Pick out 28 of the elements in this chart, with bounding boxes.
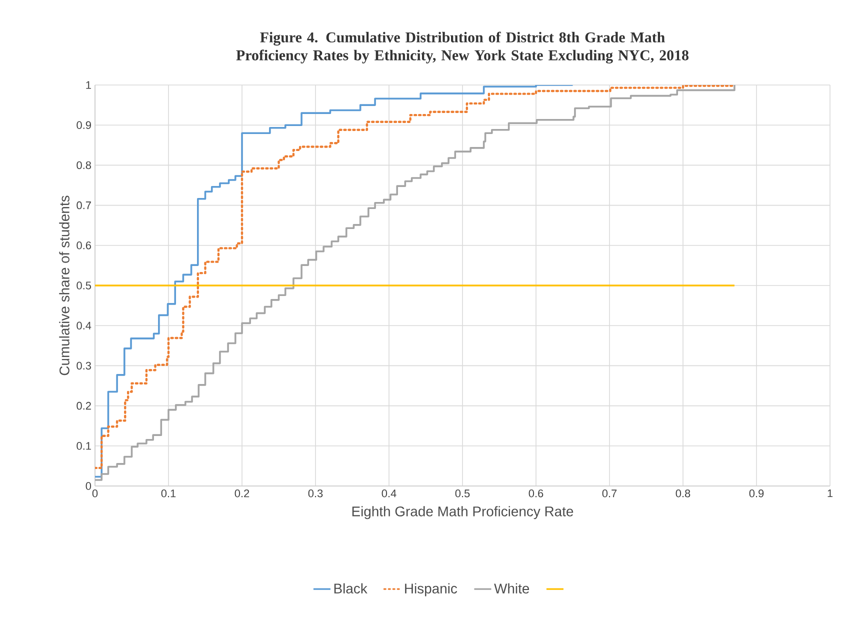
x-tick-label: 0.1 [161, 490, 176, 498]
y-tick-label: 0.8 [76, 161, 91, 170]
y-tick-label: 0.9 [76, 121, 91, 129]
x-tick-label: 0.5 [455, 490, 470, 498]
x-tick-label: 0.8 [676, 490, 690, 498]
x-tick-label: 0.4 [382, 490, 396, 498]
x-tick-label: 0.7 [602, 490, 617, 498]
y-axis-title: Cumulative share of students [59, 196, 70, 376]
x-tick-label: 0.2 [234, 490, 250, 498]
y-tick-label: 0.3 [76, 362, 91, 370]
y-tick-label: 0.7 [76, 201, 91, 210]
y-tick-label: 0.6 [76, 242, 91, 250]
y-tick-label: 0.5 [76, 282, 92, 290]
x-tick-label: 0.9 [749, 490, 764, 498]
y-tick-label: 0.4 [76, 322, 92, 330]
x-tick-label: 0.6 [528, 490, 544, 498]
legend-label: Hispanic [405, 583, 458, 596]
x-tick-label: 1 [828, 490, 833, 498]
y-tick-label: 0 [86, 482, 92, 490]
legend-label: Black [334, 583, 368, 594]
x-tick-label: 0 [92, 490, 98, 498]
x-axis-title: Eighth Grade Math Proficiency Rate [352, 506, 574, 520]
y-tick-label: 0.1 [76, 442, 91, 450]
chart-title: Figure 4. Cumulative Distribution of District 8th Grade Math Proficiency Rates by Ethnicity, New York State Excluding NYC, 2018 [236, 32, 688, 64]
legend-label: White [494, 583, 530, 594]
y-tick-label: 0.2 [76, 402, 91, 410]
y-tick-label: 1 [86, 81, 91, 89]
x-tick-label: 0.3 [308, 490, 323, 498]
